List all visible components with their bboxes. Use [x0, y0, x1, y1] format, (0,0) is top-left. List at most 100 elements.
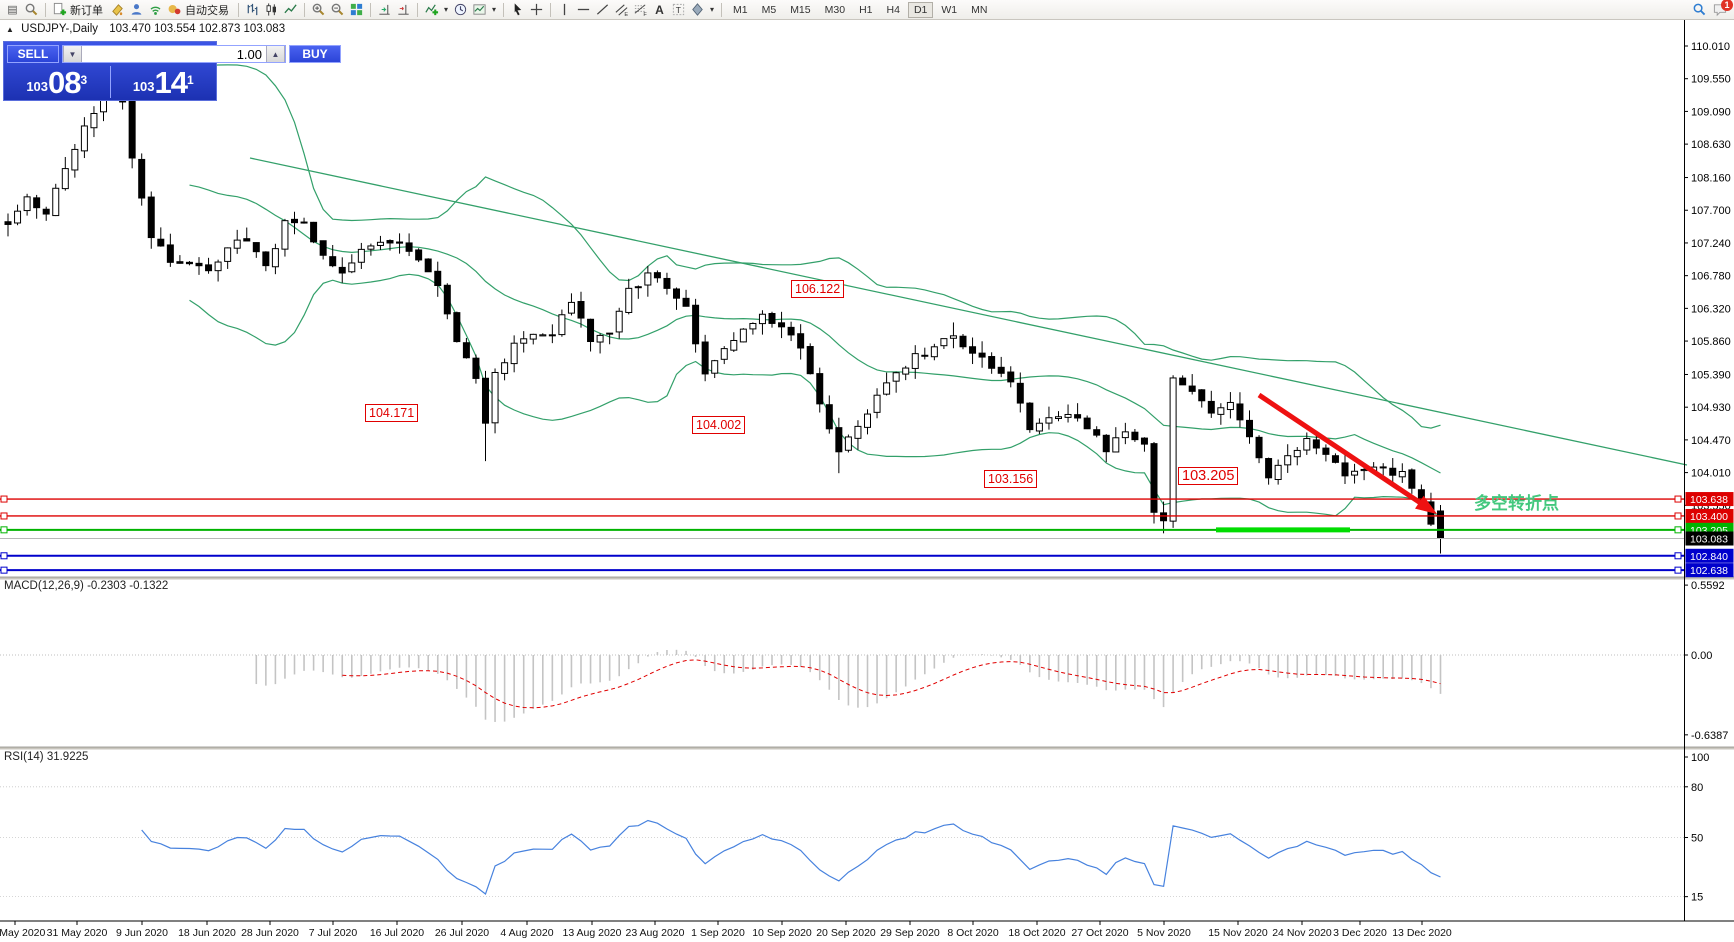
new-order-label[interactable]: 新订单 [70, 4, 103, 17]
bollinger-bands [189, 64, 1441, 522]
sell-price-big: 08 [48, 65, 81, 100]
timeframe-m15[interactable]: M15 [790, 3, 811, 16]
search-icon[interactable] [1690, 1, 1709, 18]
svg-text:18 Oct 2020: 18 Oct 2020 [1008, 927, 1065, 939]
line-handle[interactable] [0, 495, 8, 503]
templates-dropdown-icon[interactable]: ▾ [491, 5, 496, 14]
line-handle[interactable] [0, 512, 8, 520]
svg-text:106.780: 106.780 [1691, 271, 1731, 283]
timeframe-h1[interactable]: H1 [859, 3, 873, 16]
timeframe-h4[interactable]: H4 [886, 3, 900, 16]
svg-text:21 May 2020: 21 May 2020 [0, 927, 46, 939]
crosshair-tool-icon[interactable] [527, 1, 546, 18]
note-text[interactable]: 多空转折点 [1474, 494, 1559, 513]
pane-separator[interactable] [0, 747, 1734, 750]
candlestick-mode-icon[interactable] [262, 1, 281, 18]
svg-text:26 Jul 2020: 26 Jul 2020 [435, 927, 489, 939]
vertical-line-tool-icon[interactable] [555, 1, 574, 18]
line-handle[interactable] [0, 566, 8, 574]
equidistant-channel-tool-icon[interactable]: E [612, 1, 631, 18]
line-handle[interactable] [0, 526, 8, 534]
svg-text:105.860: 105.860 [1691, 336, 1731, 348]
cursor-tool-icon[interactable] [508, 1, 527, 18]
chart-shift-icon[interactable] [394, 1, 413, 18]
buy-button[interactable]: BUY [289, 45, 341, 63]
price-annotation[interactable]: 103.156 [984, 470, 1038, 488]
styles-icon[interactable] [108, 1, 127, 18]
svg-text:23 Aug 2020: 23 Aug 2020 [626, 927, 685, 939]
line-handle[interactable] [0, 552, 8, 560]
auto-trading-label[interactable]: 自动交易 [185, 4, 229, 17]
buy-price[interactable]: 103 14 1 [111, 65, 217, 99]
svg-text:18 Jun 2020: 18 Jun 2020 [178, 927, 236, 939]
trendline[interactable] [249, 157, 1688, 466]
charts-window-icon[interactable]: ▤ [7, 4, 18, 16]
price-annotation[interactable]: 106.122 [791, 280, 845, 298]
svg-text:27 Oct 2020: 27 Oct 2020 [1071, 927, 1128, 939]
axis-labels: 110.010 109.550 109.090 108.630 108.160 107.7… [0, 41, 1731, 939]
fibonacci-tool-icon[interactable]: F [631, 1, 650, 18]
market-watch-icon[interactable] [22, 1, 41, 18]
line-handle[interactable] [1674, 526, 1682, 534]
periods-icon[interactable] [451, 1, 470, 18]
line-handle[interactable] [1674, 512, 1682, 520]
svg-text:F: F [643, 12, 647, 17]
zoom-out-icon[interactable] [328, 1, 347, 18]
volume-increase-button[interactable]: ▲ [266, 46, 285, 62]
svg-text:103.638: 103.638 [1690, 494, 1728, 506]
shapes-tool-icon[interactable] [688, 1, 707, 18]
price-annotation[interactable]: 104.002 [692, 416, 746, 434]
trendline-tool-icon[interactable] [593, 1, 612, 18]
collapse-icon[interactable]: ▲ [6, 25, 14, 34]
svg-text:15: 15 [1691, 892, 1703, 904]
line-handle[interactable] [1674, 495, 1682, 503]
timeframe-w1[interactable]: W1 [941, 3, 958, 16]
line-chart-mode-icon[interactable] [281, 1, 300, 18]
svg-text:0.00: 0.00 [1691, 650, 1712, 662]
notification-badge: 1 [1721, 0, 1733, 11]
toolbar: ▤ 新订单 自动交易 [0, 0, 1734, 20]
timeframe-mn[interactable]: MN [971, 3, 988, 16]
auto-trading-icon[interactable] [165, 1, 184, 18]
label-tool-icon[interactable]: T [669, 1, 688, 18]
notifications-icon[interactable]: 1 [1709, 0, 1733, 18]
text-tool-icon[interactable]: A [655, 2, 664, 17]
line-handle[interactable] [1674, 552, 1682, 560]
profile-icon[interactable] [127, 1, 146, 18]
new-order-icon[interactable] [50, 1, 69, 18]
symbol-period-label: USDJPY-,Daily [21, 23, 99, 35]
bar-chart-mode-icon[interactable] [243, 1, 262, 18]
timeframe-m1[interactable]: M1 [733, 3, 748, 16]
timeframe-m5[interactable]: M5 [761, 3, 777, 16]
price-divider [109, 66, 111, 98]
timeframe-m30[interactable]: M30 [824, 3, 846, 16]
pane-separator[interactable] [0, 577, 1734, 580]
auto-scroll-icon[interactable] [375, 1, 394, 18]
price-annotation[interactable]: 103.205 [1178, 467, 1239, 485]
volume-stepper: ▼ ▲ [62, 45, 286, 63]
zoom-in-icon[interactable] [309, 1, 328, 18]
svg-text:E: E [624, 12, 628, 17]
tile-windows-icon[interactable] [347, 1, 366, 18]
sell-price[interactable]: 103 08 3 [4, 65, 110, 99]
indicators-dropdown-icon[interactable]: ▾ [443, 5, 448, 14]
rsi-label: RSI(14) 31.9225 [4, 751, 89, 763]
sell-price-prefix: 103 [26, 79, 49, 94]
volume-input[interactable] [82, 46, 266, 62]
shapes-dropdown-icon[interactable]: ▾ [709, 5, 714, 14]
indicators-icon[interactable] [422, 1, 441, 18]
price-annotation[interactable]: 104.171 [365, 404, 419, 422]
chart-title: ▲ USDJPY-,Daily 103.470 103.554 102.873 … [6, 23, 285, 35]
sell-button[interactable]: SELL [7, 45, 59, 63]
horizontal-line-tool-icon[interactable] [574, 1, 593, 18]
line-handle[interactable] [1674, 566, 1682, 574]
signals-icon[interactable] [146, 1, 165, 18]
templates-icon[interactable] [470, 1, 489, 18]
svg-text:109.090: 109.090 [1691, 106, 1731, 118]
svg-text:0.5592: 0.5592 [1691, 580, 1725, 592]
volume-decrease-button[interactable]: ▼ [63, 46, 82, 62]
trend-arrow[interactable] [1257, 392, 1430, 511]
timeframe-d1[interactable]: D1 [907, 1, 934, 18]
